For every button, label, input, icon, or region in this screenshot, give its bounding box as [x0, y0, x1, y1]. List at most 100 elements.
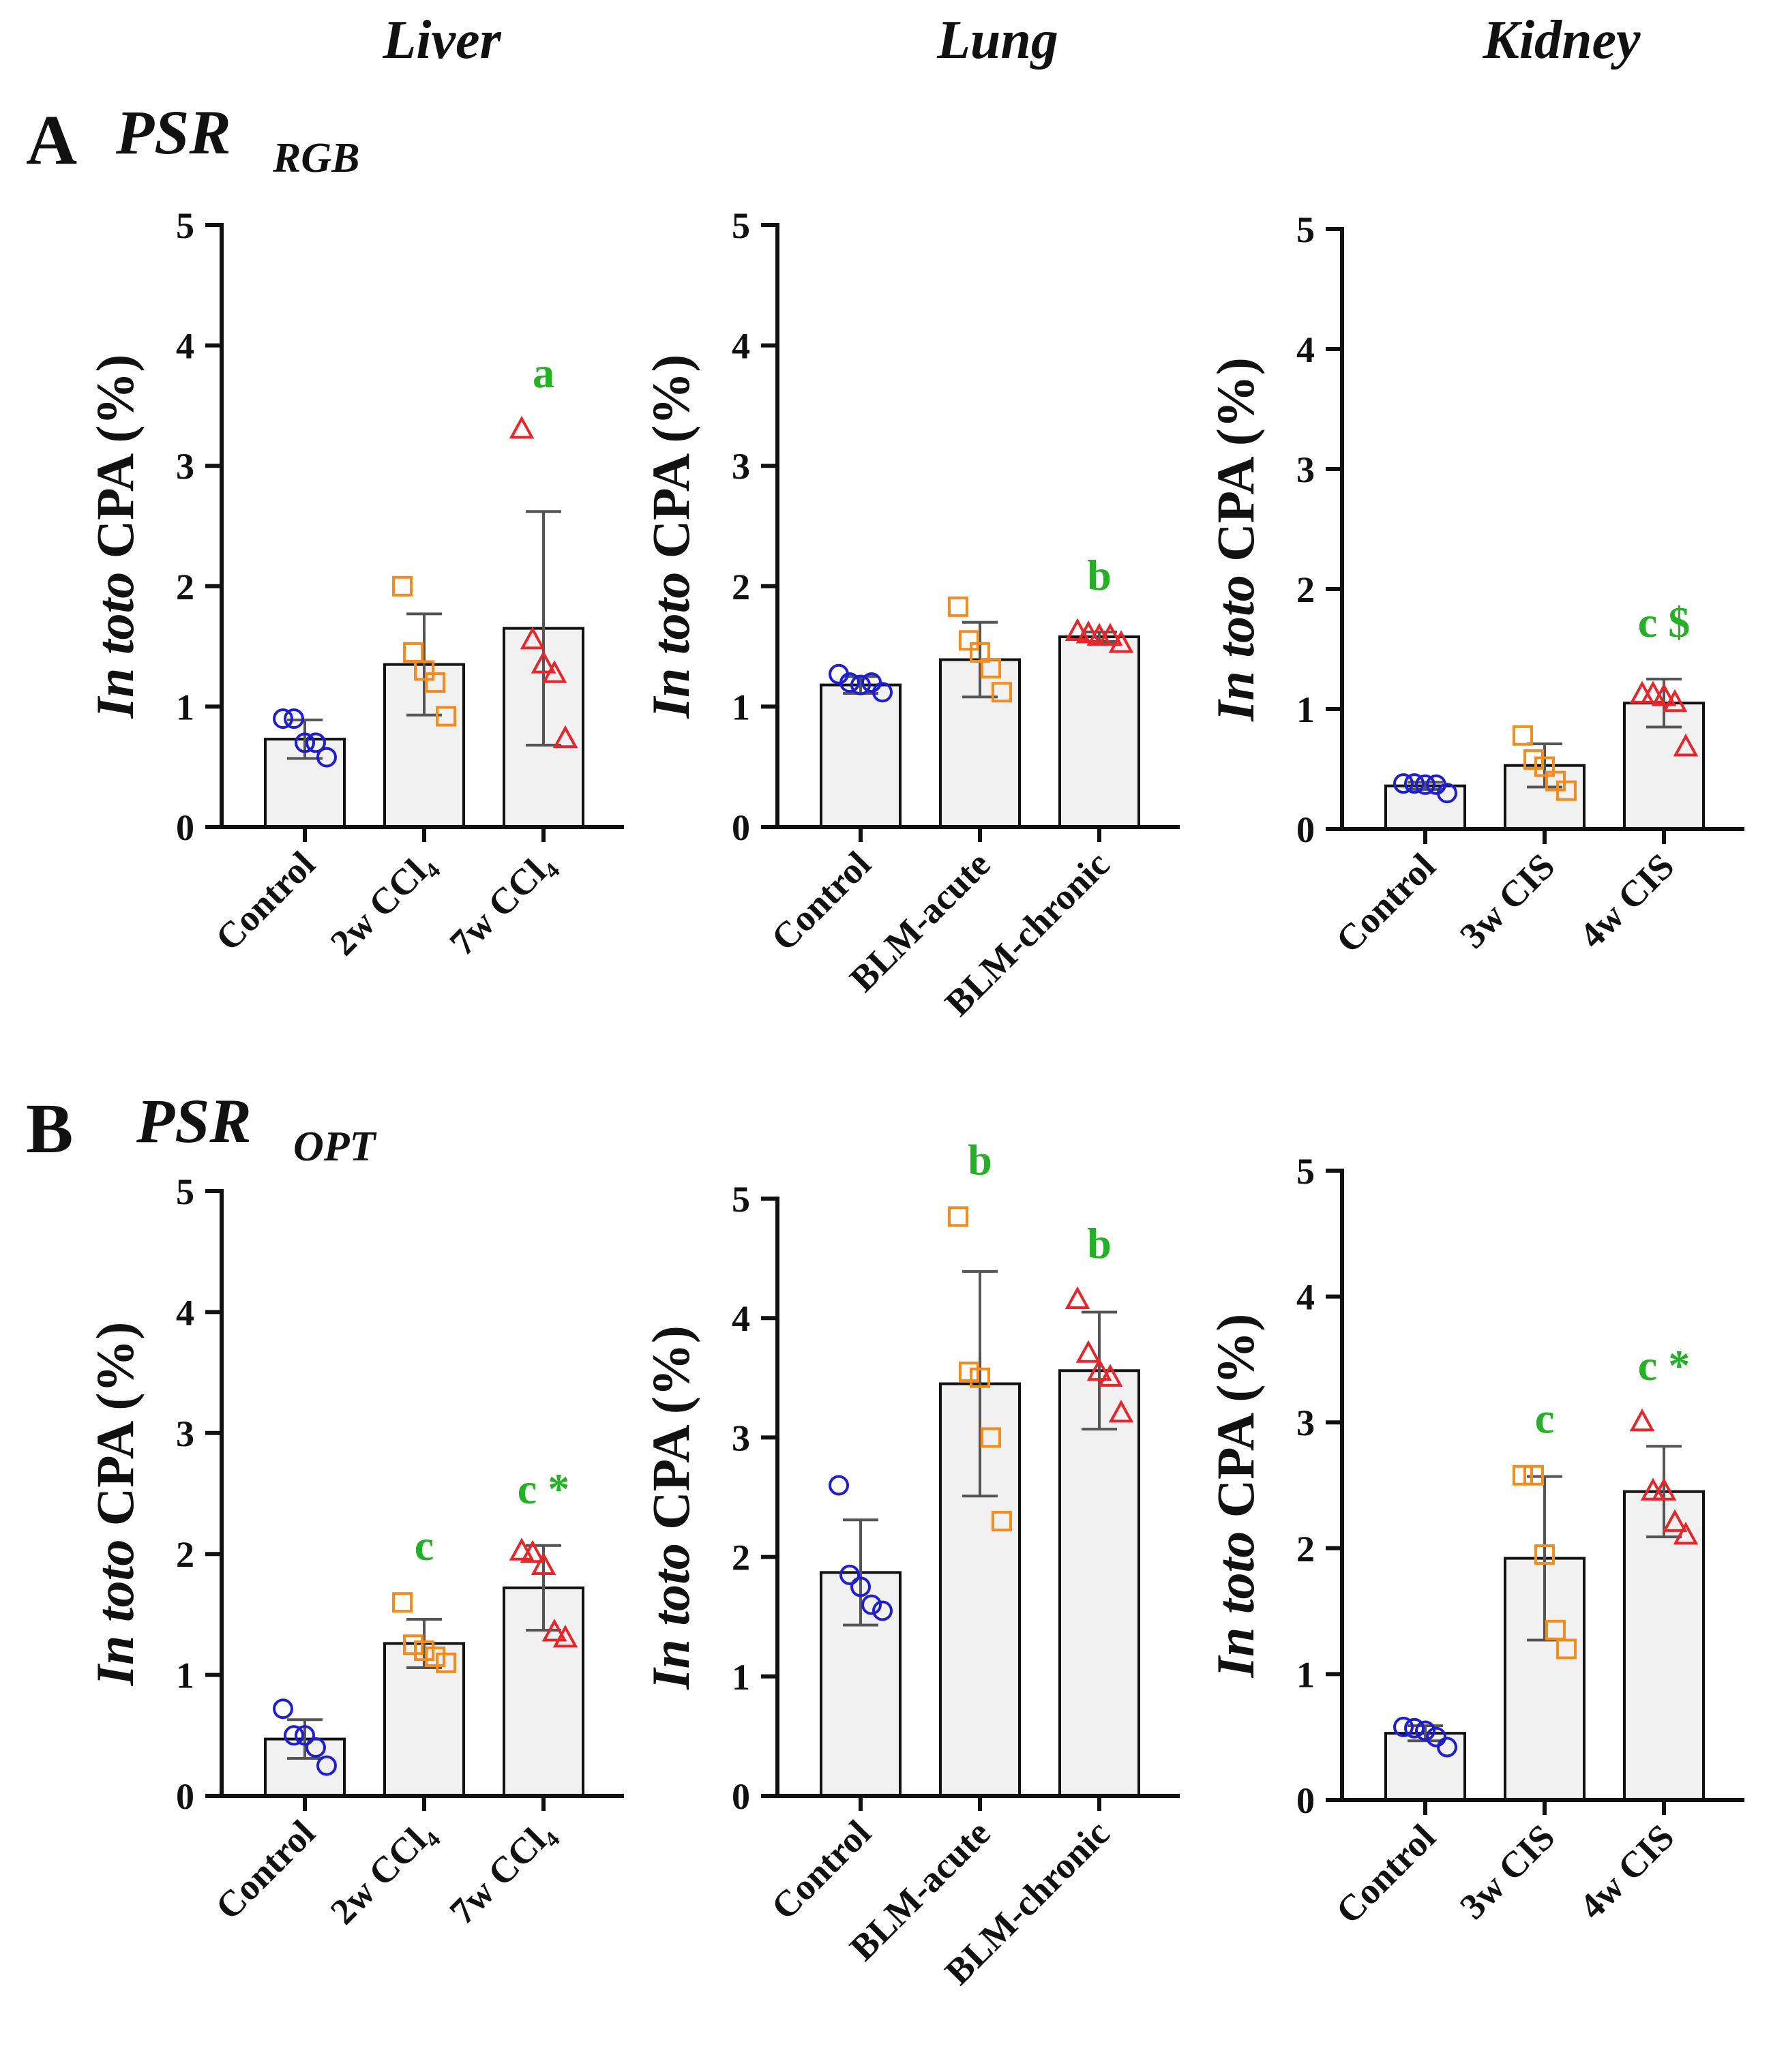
y-axis-title: In toto CPA (%) [1206, 1314, 1265, 1679]
panel-a-liver: Control 2w CCl₄ a 7w CCl₄ 0 1 2 3 4 5 In toto CPA … [85, 205, 624, 963]
y-axis-title-rest: CPA (%) [641, 1325, 700, 1530]
significance-label-2: b [1087, 1219, 1112, 1267]
y-tick-label-5: 5 [1296, 209, 1315, 250]
significance-label-2: a [533, 348, 554, 397]
data-point-1-3 [981, 657, 1001, 678]
column-title-lung: Lung [936, 10, 1058, 70]
data-point-1-0 [948, 1206, 968, 1227]
row-letter-a: A [26, 101, 77, 179]
data-point-1-4 [436, 706, 456, 727]
y-tick-label-1: 1 [732, 1657, 750, 1698]
y-axis-title-rest: CPA (%) [1206, 1314, 1265, 1518]
data-point-0-3 [1426, 1726, 1446, 1747]
data-point-0-2 [295, 732, 315, 753]
data-point-2-1 [520, 1540, 546, 1563]
data-point-1-1 [403, 1634, 423, 1655]
data-point-2-3 [541, 1619, 567, 1642]
data-point-0-1 [839, 672, 860, 693]
bar-2 [1058, 635, 1140, 828]
y-tick-label-2: 2 [176, 567, 194, 607]
y-tick-label-1: 1 [176, 1655, 194, 1696]
y-tick-label-0: 0 [176, 807, 194, 848]
y-tick-label-5: 5 [176, 1171, 194, 1212]
bar-0 [820, 683, 902, 828]
data-point-0-3 [306, 732, 326, 753]
y-axis-title: In toto CPA (%) [85, 1322, 145, 1687]
data-point-2-4 [1108, 1399, 1134, 1423]
y-tick-label-1: 1 [732, 687, 750, 727]
category-label-0: Control [763, 1812, 878, 1927]
data-point-2-1 [1640, 680, 1666, 704]
row-letter-b: B [26, 1090, 73, 1168]
y-tick-label-0: 0 [732, 807, 750, 848]
y-tick-label-4: 4 [1296, 1277, 1315, 1318]
data-point-1-1 [403, 642, 423, 663]
data-point-2-3 [541, 660, 567, 683]
data-point-2-0 [1065, 618, 1090, 641]
y-axis-title-rest: CPA (%) [85, 355, 145, 559]
row-subscript-a: RGB [272, 135, 359, 181]
y-tick-label-3: 3 [1296, 449, 1315, 490]
y-axis-title-rest: CPA (%) [1206, 357, 1265, 562]
data-point-1-4 [1556, 780, 1577, 801]
data-point-1-0 [392, 1592, 413, 1613]
data-point-2-2 [1651, 1477, 1677, 1501]
category-label-1: 2w CCl₄ [323, 843, 443, 963]
y-tick-label-4: 4 [1296, 329, 1315, 370]
data-point-2-1 [1075, 1340, 1101, 1363]
data-point-2-3 [1662, 1509, 1688, 1532]
data-point-1-3 [981, 1427, 1001, 1448]
data-point-1-3 [1545, 1619, 1566, 1640]
data-point-1-2 [970, 1367, 990, 1388]
data-point-1-2 [414, 1640, 434, 1662]
data-point-0-3 [861, 1594, 882, 1615]
data-point-1-3 [425, 672, 445, 693]
data-point-1-0 [1513, 1465, 1533, 1486]
data-point-2-0 [509, 415, 535, 439]
data-point-1-0 [948, 596, 968, 617]
data-point-0-1 [1404, 1717, 1425, 1739]
y-tick-label-4: 4 [176, 1292, 194, 1333]
data-point-2-2 [531, 650, 556, 674]
y-tick-label-1: 1 [1296, 689, 1315, 730]
category-label-0: Control [207, 843, 323, 959]
data-point-2-4 [552, 1624, 578, 1648]
category-label-0: Control [1328, 845, 1443, 961]
significance-label-2: b [1087, 551, 1112, 599]
data-point-2-4 [552, 725, 578, 749]
data-point-2-3 [1097, 622, 1123, 646]
data-point-0-0 [1393, 1716, 1414, 1737]
data-point-0-1 [284, 1725, 304, 1746]
panel-b-kidney: Control c 3w CIS c * 4w CIS 0 1 2 3 4 5 In toto CPA… [1206, 1151, 1744, 1932]
y-axis-title-italic: In toto [1206, 1518, 1265, 1678]
data-point-1-4 [992, 1511, 1012, 1532]
data-point-0-1 [284, 708, 304, 730]
data-point-1-4 [436, 1652, 456, 1673]
y-tick-label-5: 5 [732, 205, 750, 246]
y-tick-label-0: 0 [1296, 1780, 1315, 1821]
data-point-0-4 [1437, 1737, 1457, 1758]
y-tick-label-5: 5 [732, 1179, 750, 1220]
y-axis-title-rest: CPA (%) [85, 1322, 145, 1527]
data-point-2-2 [1651, 682, 1677, 706]
y-tick-label-0: 0 [176, 1776, 194, 1817]
y-tick-label-3: 3 [732, 446, 750, 487]
y-tick-label-4: 4 [176, 326, 194, 367]
data-point-2-2 [531, 1552, 556, 1575]
data-point-1-4 [992, 682, 1012, 703]
data-point-1-2 [970, 642, 990, 663]
y-tick-label-4: 4 [732, 1298, 750, 1339]
significance-label-2: c * [1638, 1341, 1690, 1390]
bar-2 [1058, 1369, 1140, 1797]
y-tick-label-3: 3 [176, 446, 194, 487]
category-label-2: 4w CIS [1571, 845, 1682, 956]
category-label-0: Control [1328, 1816, 1443, 1932]
category-label-1: 2w CCl₄ [323, 1812, 443, 1932]
y-axis-title-italic: In toto [1206, 562, 1265, 722]
data-point-2-4 [1673, 1521, 1699, 1545]
data-point-0-2 [850, 674, 871, 695]
data-point-1-1 [959, 1362, 979, 1383]
category-label-0: Control [763, 843, 878, 959]
y-tick-label-4: 4 [732, 326, 750, 367]
